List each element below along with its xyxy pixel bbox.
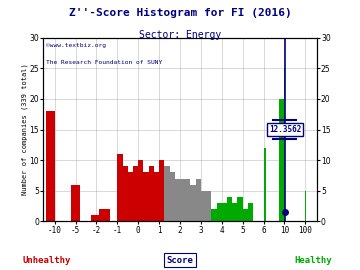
Bar [180, 178, 185, 221]
Bar [122, 166, 128, 221]
Bar [217, 203, 222, 221]
Bar [71, 185, 80, 221]
Bar [232, 203, 238, 221]
Bar [211, 209, 217, 221]
Bar [117, 154, 122, 221]
Bar [99, 209, 104, 221]
Bar [164, 166, 170, 221]
Bar [238, 197, 243, 221]
Bar [227, 197, 232, 221]
Bar [243, 209, 248, 221]
Text: Unhealthy: Unhealthy [23, 256, 71, 265]
Text: Z''-Score Histogram for FI (2016): Z''-Score Histogram for FI (2016) [69, 8, 291, 18]
Bar [91, 215, 95, 221]
Bar [190, 185, 196, 221]
Bar [138, 160, 143, 221]
Text: The Research Foundation of SUNY: The Research Foundation of SUNY [46, 60, 162, 65]
Bar [264, 148, 266, 221]
Text: Sector: Energy: Sector: Energy [139, 30, 221, 40]
Bar [196, 178, 201, 221]
Bar [50, 111, 55, 221]
Bar [104, 209, 109, 221]
Bar [159, 160, 164, 221]
Bar [305, 191, 306, 221]
Bar [201, 191, 206, 221]
Bar [175, 178, 180, 221]
Text: 12.3562: 12.3562 [269, 125, 301, 134]
Bar [143, 173, 149, 221]
Bar [170, 173, 175, 221]
Bar [154, 173, 159, 221]
Y-axis label: Number of companies (339 total): Number of companies (339 total) [21, 64, 28, 195]
Bar [279, 99, 284, 221]
Bar [128, 173, 133, 221]
Bar [222, 203, 227, 221]
Text: Healthy: Healthy [294, 256, 332, 265]
Bar [248, 203, 253, 221]
Bar [46, 111, 50, 221]
Bar [206, 191, 211, 221]
Bar [284, 68, 285, 221]
Text: Score: Score [167, 256, 193, 265]
Bar [133, 166, 138, 221]
Text: ©www.textbiz.org: ©www.textbiz.org [46, 43, 106, 48]
Bar [185, 178, 190, 221]
Bar [93, 215, 100, 221]
Bar [149, 166, 154, 221]
